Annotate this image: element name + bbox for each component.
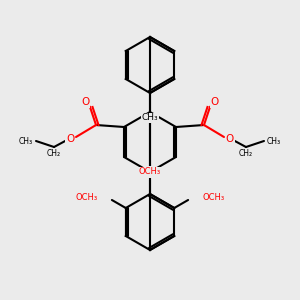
Text: CH₃: CH₃ [19, 136, 33, 146]
Text: O: O [66, 134, 74, 144]
Text: CH₃: CH₃ [267, 136, 281, 146]
Text: N: N [146, 167, 154, 177]
Text: CH₃: CH₃ [142, 113, 158, 122]
Text: CH₂: CH₂ [239, 149, 253, 158]
Text: OCH₃: OCH₃ [139, 167, 161, 176]
Text: OCH₃: OCH₃ [202, 194, 224, 202]
Text: OCH₃: OCH₃ [76, 194, 98, 202]
Text: O: O [211, 97, 219, 107]
Text: O: O [226, 134, 234, 144]
Text: CH₂: CH₂ [47, 149, 61, 158]
Text: O: O [81, 97, 89, 107]
